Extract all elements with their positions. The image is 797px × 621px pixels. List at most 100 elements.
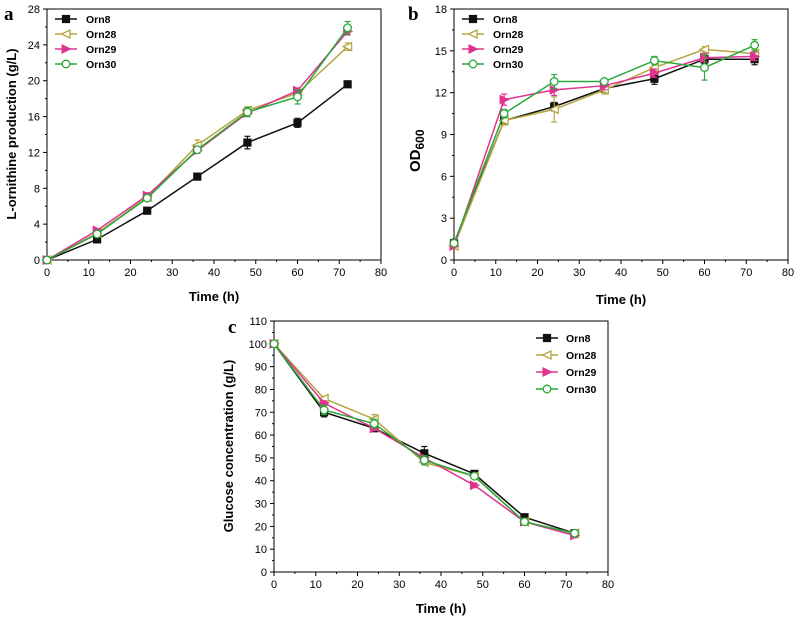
panel-b-x-tick-label: 70	[740, 267, 752, 279]
panel-a-series-orn8-point	[193, 172, 202, 181]
panel-c-series-orn8-line	[273, 343, 575, 534]
panel-a-legend-label-orn30: Orn30	[86, 59, 117, 71]
panel-c-series-orn29-point	[469, 480, 481, 491]
panel-a-ticks: 0 10 20 30 40 50 60 70 80 0 4 8 12 16 20 24 28	[28, 4, 387, 279]
panel-a-legend-label-orn28: Orn28	[86, 29, 117, 41]
panel-c-series-orn30-point	[469, 471, 479, 481]
panel-a-y-tick-label: 8	[34, 183, 40, 195]
panel-b-series-orn28	[447, 44, 760, 252]
panel-c-y-tick-label: 100	[249, 339, 267, 351]
panel-a-series-orn30-point	[343, 23, 353, 33]
panel-c-series-orn30-line	[273, 343, 575, 534]
panel-c-series-orn8	[269, 339, 579, 538]
panel-b-x-tick-label: 50	[657, 267, 669, 279]
panel-c-x-tick-label: 40	[435, 579, 447, 591]
panel-c-y-tick-label: 10	[255, 544, 267, 556]
panel-a-legend-marker-shape-orn29	[61, 43, 72, 55]
panel-a-series-orn30	[42, 20, 353, 265]
panel-a-y-tick-label: 16	[28, 112, 40, 124]
panel-b-legend-item-orn30: Orn30	[462, 59, 524, 71]
panel-c-legend-label-orn28: Orn28	[566, 350, 597, 362]
panel-c-series-orn30-point	[570, 528, 580, 538]
panel-c-x-axis-label: Time (h)	[416, 601, 466, 616]
panel-c-legend-marker-shape-orn8	[542, 333, 552, 343]
panel-a-y-tick-label: 12	[28, 147, 40, 159]
panel-a-x-tick-label: 0	[44, 267, 50, 279]
panel-c-legend-marker-orn28	[540, 349, 552, 361]
panel-b: b 0 10 20 30 40 50 60 70 80 0 3 6 9 12 15 18 Time (h) O…	[407, 4, 794, 307]
panel-c-x-tick-label: 10	[310, 579, 322, 591]
panel-b-legend-label-orn8: Orn8	[493, 14, 518, 26]
panel-c-legend-marker-orn30	[542, 384, 552, 394]
panel-b-series-orn28-point	[498, 115, 509, 126]
panel-a-y-tick-label: 0	[34, 255, 40, 267]
panel-a-series-orn8-point	[343, 80, 352, 89]
panel-b-series-group	[447, 39, 761, 252]
panel-c-x-tick-label: 80	[602, 579, 614, 591]
panel-b-y-tick-label: 18	[435, 4, 447, 16]
panel-c-y-tick-label: 70	[255, 407, 267, 419]
panel-a-x-tick-label: 80	[375, 267, 387, 279]
panel-b-x-axis-label: Time (h)	[596, 292, 646, 307]
panel-b-y-tick-label: 12	[435, 88, 447, 100]
panel-c-legend-marker-orn8	[542, 333, 552, 343]
panel-a-series-orn8-point	[143, 206, 152, 215]
panel-a-series-orn8-point	[293, 118, 302, 127]
panel-c-y-tick-label: 60	[255, 430, 267, 442]
panel-b-legend-marker-orn29	[468, 43, 479, 55]
panel-b-series-orn28-point	[698, 44, 710, 55]
panel-c-legend-label-orn30: Orn30	[566, 384, 597, 396]
panel-b-legend-item-orn8: Orn8	[462, 14, 518, 26]
panel-b-x-tick-label: 30	[573, 267, 585, 279]
panel-a: a 0 10 20 30 40 50 60 70 80 0 4 8 12 16 20 24 28 Time (h…	[4, 4, 387, 304]
panel-b-legend-item-orn28: Orn28	[462, 28, 524, 41]
panel-c-series-orn30-point	[319, 405, 329, 415]
panel-a-legend-marker-shape-orn28	[59, 28, 71, 40]
panel-c-x-tick-label: 20	[351, 579, 363, 591]
panel-c-legend-item-orn28: Orn28	[536, 349, 597, 362]
panel-b-y-tick-label: 9	[441, 130, 447, 142]
panel-a-legend-marker-orn30	[61, 59, 71, 69]
panel-b-y-axis-label-subscript: 600	[413, 129, 427, 149]
panel-b-series-orn29-point	[499, 94, 510, 105]
panel-c-series-orn30-point	[269, 339, 279, 349]
panel-c-y-tick-label: 90	[255, 362, 267, 374]
panel-b-y-tick-label: 6	[441, 171, 447, 183]
panel-b-series-orn30-line	[453, 44, 755, 244]
panel-a-series-orn8-point	[243, 138, 252, 147]
panel-a-legend-item-orn30: Orn30	[55, 59, 117, 71]
panel-b-legend-item-orn29: Orn29	[462, 43, 524, 56]
panel-b-y-tick-label: 3	[441, 213, 447, 225]
panel-c-legend-item-orn29: Orn29	[536, 366, 597, 379]
panel-c-series-orn30	[269, 339, 580, 538]
panel-b-series-orn29-point	[649, 68, 661, 79]
panel-c-series-orn29-line	[273, 343, 575, 537]
panel-a-legend-item-orn8: Orn8	[55, 14, 111, 26]
panel-b-series-orn30-point	[700, 63, 709, 73]
panel-a-series-orn30-point	[192, 145, 202, 155]
panel-c-y-tick-label: 30	[255, 499, 267, 511]
panel-a-y-tick-label: 28	[28, 4, 40, 16]
panel-c-legend-marker-shape-orn28	[540, 349, 552, 361]
panel-c-y-tick-label: 40	[255, 476, 267, 488]
panel-c: c 0 10 20 30 40 50 60 70 80 0 10 20 30 40 50 60 70 80 90 10…	[221, 316, 614, 616]
panel-b-ticks: 0 10 20 30 40 50 60 70 80 0 3 6 9 12 15 18	[435, 4, 794, 279]
panel-b-x-tick-label: 80	[782, 267, 794, 279]
panel-c-y-tick-label: 50	[255, 453, 267, 465]
panel-c-ticks: 0 10 20 30 40 50 60 70 80 0 10 20 30 40 50 60 70 80 90 100 1…	[249, 316, 614, 591]
panel-a-x-tick-label: 50	[250, 267, 262, 279]
panel-c-y-tick-label: 110	[249, 316, 267, 328]
panel-c-legend-label-orn8: Orn8	[566, 333, 591, 345]
panel-a-x-tick-label: 40	[208, 267, 220, 279]
panel-c-series-orn30-point	[419, 455, 429, 465]
panel-b-x-tick-label: 40	[615, 267, 627, 279]
panel-a-series-orn30-point	[142, 193, 152, 203]
panel-b-series-orn30-point	[599, 77, 609, 86]
panel-a-series-orn28-point	[341, 41, 353, 52]
panel-c-x-tick-label: 60	[518, 579, 530, 591]
panel-b-legend-label-orn28: Orn28	[493, 29, 524, 41]
panel-c-legend-item-orn8: Orn8	[536, 333, 591, 345]
panel-c-series-orn30-point	[369, 419, 379, 429]
panel-a-y-axis-label: L-ornithine production (g/L)	[4, 48, 19, 219]
panel-a-series-orn8	[42, 80, 352, 265]
